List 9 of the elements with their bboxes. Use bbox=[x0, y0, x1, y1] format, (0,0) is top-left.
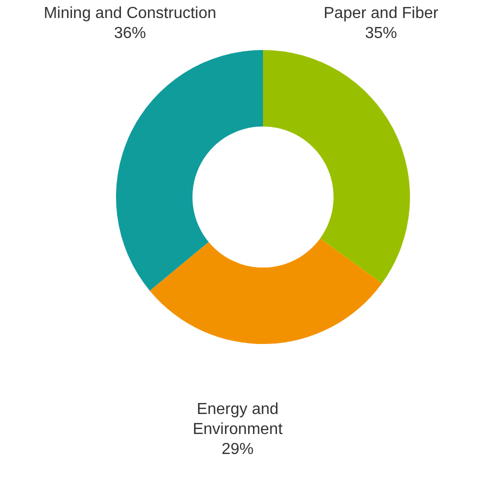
data-label: 29% bbox=[222, 441, 254, 458]
data-label: 36% bbox=[114, 25, 146, 42]
slice-label: Energy and Environment bbox=[192, 401, 284, 438]
donut-slice bbox=[263, 50, 410, 284]
donut-slice bbox=[150, 238, 382, 344]
slice-label: Paper and Fiber bbox=[324, 5, 440, 22]
data-label: 35% bbox=[364, 25, 398, 42]
slice-label: Mining and Construction bbox=[44, 5, 216, 22]
donut-slice bbox=[116, 50, 263, 291]
